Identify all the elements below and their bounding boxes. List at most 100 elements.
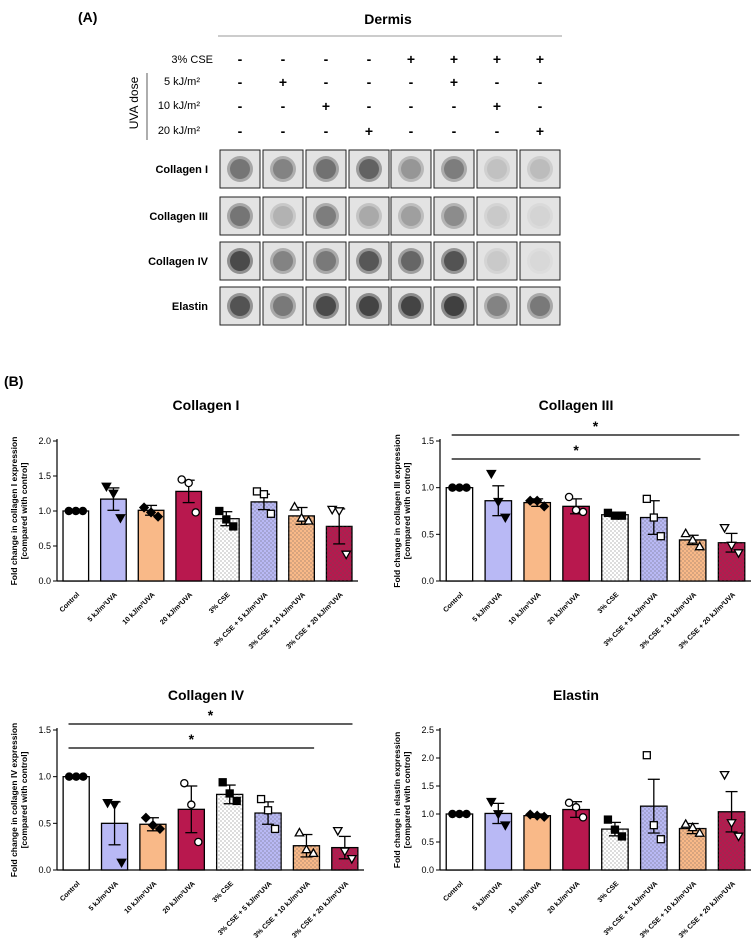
data-point-marker: [719, 523, 730, 534]
bar-pattern: [601, 514, 629, 581]
y-tick-label: 1.0: [38, 772, 51, 782]
cse-sign: +: [493, 51, 501, 67]
data-point-marker: [617, 511, 627, 520]
data-point-marker: [642, 751, 651, 760]
y-tick-label: 1.0: [38, 506, 51, 516]
bar: [523, 815, 552, 871]
data-point-marker: [462, 483, 471, 492]
data-point-marker: [485, 469, 497, 480]
panel-a: (A) Dermis 3% CSE UVA dose - - - - + + + +5 kJ/…: [78, 9, 562, 326]
data-point-marker: [191, 508, 200, 517]
data-point-marker: [266, 509, 276, 518]
data-point-marker: [215, 506, 224, 516]
y-tick-label: 2.0: [421, 753, 434, 763]
blot-dot: [273, 296, 293, 316]
blot-dot: [487, 296, 507, 316]
dose-sign: -: [495, 123, 500, 139]
x-tick-label: 5 kJ/m²UVA: [472, 591, 504, 623]
dose-sign: -: [452, 98, 457, 114]
dose-sign: -: [324, 74, 329, 90]
data-point-marker: [733, 832, 744, 842]
cse-sign: -: [324, 51, 329, 67]
dose-sign: -: [238, 74, 243, 90]
dose-sign: +: [493, 98, 501, 114]
y-tick-label: 0.0: [421, 865, 434, 875]
data-point-marker: [564, 492, 574, 502]
data-point-marker: [308, 847, 319, 858]
dose-sign: -: [367, 98, 372, 114]
blot-dot: [230, 251, 250, 271]
cse-row-label: 3% CSE: [171, 54, 213, 66]
blot-dot: [530, 296, 550, 316]
y-axis-label-line: Fold change in collagen III expression: [392, 434, 402, 588]
y-tick-label: 1.5: [421, 436, 434, 446]
significance-star: *: [593, 418, 599, 434]
y-tick-label: 0.5: [38, 541, 51, 551]
y-axis-label-line: [compared with control]: [19, 462, 29, 559]
blot-dot: [444, 159, 464, 179]
blot-dot: [359, 251, 379, 271]
x-tick-label: Control: [59, 591, 82, 614]
chart-title: Elastin: [553, 687, 599, 703]
dose-sign: +: [365, 123, 373, 139]
data-point-marker: [101, 482, 112, 493]
blot-dot: [273, 159, 293, 179]
data-point-marker: [492, 810, 504, 820]
chart-collagen-iii: Collagen III Fold change in collagen III …: [392, 397, 751, 651]
data-point-marker: [177, 475, 186, 484]
blot-dot: [316, 206, 336, 226]
chart-title: Collagen III: [539, 397, 614, 413]
data-point-marker: [64, 506, 74, 516]
data-point-marker: [296, 512, 307, 522]
cse-sign: +: [536, 51, 544, 67]
blot-dot: [359, 159, 379, 179]
blot-dot: [401, 296, 421, 316]
blot-label: Collagen IV: [148, 256, 209, 268]
blot-dot: [316, 296, 336, 316]
data-point-marker: [116, 858, 127, 869]
x-tick-label: 10 kJ/m²UVA: [122, 591, 157, 626]
bar: [445, 813, 474, 871]
dose-row-label: 5 kJ/m²: [164, 76, 200, 88]
blot-dot: [316, 159, 336, 179]
panel-b-label: (B): [4, 373, 23, 389]
y-tick-label: 1.5: [421, 781, 434, 791]
x-tick-label: 20 kJ/m²UVA: [159, 591, 194, 626]
data-point-marker: [184, 478, 193, 488]
dose-sign: -: [409, 74, 414, 90]
data-point-marker: [78, 506, 88, 516]
significance-star: *: [208, 707, 214, 723]
bar: [175, 490, 203, 582]
blot-dot: [444, 251, 464, 271]
data-point-marker: [289, 501, 300, 511]
cse-sign: -: [281, 51, 286, 67]
blot-dot: [359, 296, 379, 316]
data-point-marker: [462, 809, 471, 819]
data-point-marker: [571, 505, 581, 515]
y-tick-label: 0.0: [38, 865, 51, 875]
dot-blot-grid: Collagen I Collagen III Collagen IV Elastin: [148, 149, 561, 326]
blot-dot: [230, 206, 250, 226]
x-tick-label: 5 kJ/m²UVA: [88, 880, 120, 912]
data-point-marker: [649, 513, 658, 522]
bar: [562, 505, 590, 582]
x-tick-label: Control: [59, 880, 82, 903]
data-point-marker: [726, 541, 737, 552]
significance-star: *: [189, 731, 195, 747]
dose-sign: +: [536, 123, 544, 139]
data-point-marker: [263, 806, 273, 815]
data-point-marker: [603, 815, 613, 824]
dose-sign: -: [538, 98, 543, 114]
data-point-marker: [603, 508, 613, 518]
bar: [62, 510, 90, 582]
y-tick-label: 0.0: [38, 576, 51, 586]
dose-sign: -: [281, 98, 286, 114]
blot-dot: [316, 251, 336, 271]
y-axis-label: Fold change in collagen IV expression[co…: [9, 723, 29, 877]
data-point-marker: [610, 511, 620, 520]
dose-sign: -: [538, 74, 543, 90]
y-tick-label: 0.0: [421, 576, 434, 586]
data-point-marker: [180, 778, 189, 788]
dose-sign: -: [495, 74, 500, 90]
data-point-marker: [448, 483, 457, 492]
